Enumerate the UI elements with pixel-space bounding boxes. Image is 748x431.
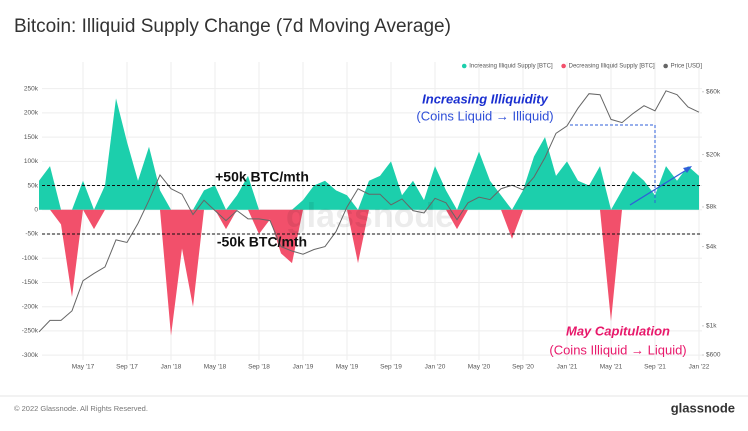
y2-tick-label: $600 xyxy=(706,352,721,359)
y2-tick-label: $20k xyxy=(706,151,721,158)
y-tick-label: -150k xyxy=(22,279,39,286)
annotation: Increasing Illiquidity xyxy=(422,91,548,106)
x-tick-label: Jan '20 xyxy=(425,364,446,371)
legend-label: Increasing Illiquid Supply [BTC] xyxy=(469,64,553,70)
legend-swatch xyxy=(663,63,668,69)
annotation: (Coins Illiquid → Liquid) xyxy=(549,342,686,357)
y2-tick-label: $1k xyxy=(706,323,717,330)
area xyxy=(39,209,699,336)
y-tick-label: 250k xyxy=(24,85,39,92)
x-tick-label: Sep '18 xyxy=(248,364,270,371)
x-tick-label: May '18 xyxy=(204,364,227,371)
annotation-arrow xyxy=(629,168,689,206)
x-tick-label: Jan '22 xyxy=(689,364,710,371)
arrow-head xyxy=(683,166,692,173)
y-tick-label: 150k xyxy=(24,134,39,141)
y-tick-label: 0 xyxy=(34,207,38,214)
chart-title: Bitcoin: Illiquid Supply Change (7d Movi… xyxy=(14,16,451,37)
y-tick-label: -200k xyxy=(22,303,39,310)
price-line xyxy=(38,90,700,333)
y-tick-label: 50k xyxy=(28,182,39,189)
copyright: © 2022 Glassnode. All Rights Reserved. xyxy=(14,404,148,413)
x-tick-label: May '17 xyxy=(72,364,95,371)
x-tick-label: Sep '21 xyxy=(644,364,666,371)
annotation: May Capitulation xyxy=(566,323,670,338)
y-tick-label: -300k xyxy=(22,352,39,359)
legend-swatch xyxy=(561,63,566,69)
reference-label: +50k BTC/mth xyxy=(215,168,309,184)
logo: glassnode xyxy=(671,400,735,415)
x-tick-label: Jan '21 xyxy=(557,364,578,371)
x-tick-label: Sep '17 xyxy=(116,364,138,371)
y2-tick-label: $4k xyxy=(706,243,717,250)
x-tick-label: Jan '19 xyxy=(293,364,314,371)
legend-label: Price [USD] xyxy=(671,64,703,70)
legend-label: Decreasing Illiquid Supply [BTC] xyxy=(569,64,655,70)
y-tick-label: 100k xyxy=(24,158,39,165)
x-tick-label: May '21 xyxy=(600,364,623,371)
x-tick-label: May '20 xyxy=(468,364,491,371)
legend-swatch xyxy=(461,63,467,69)
x-tick-label: Jan '18 xyxy=(161,364,182,371)
y-tick-label: -250k xyxy=(22,328,39,335)
x-tick-label: Sep '19 xyxy=(380,364,402,371)
y2-tick-label: $60k xyxy=(706,88,721,95)
watermark: glassnode xyxy=(286,197,454,235)
x-tick-label: Sep '20 xyxy=(512,364,534,371)
y-tick-label: -100k xyxy=(22,255,39,262)
reference-label: -50k BTC/mth xyxy=(217,234,307,250)
annotation: (Coins Liquid → Illiquid) xyxy=(416,108,553,123)
y-tick-label: 200k xyxy=(24,110,39,117)
y2-tick-label: $8k xyxy=(706,204,717,211)
y-tick-label: -50k xyxy=(25,231,38,238)
x-tick-label: May '19 xyxy=(336,364,359,371)
area xyxy=(39,98,699,210)
